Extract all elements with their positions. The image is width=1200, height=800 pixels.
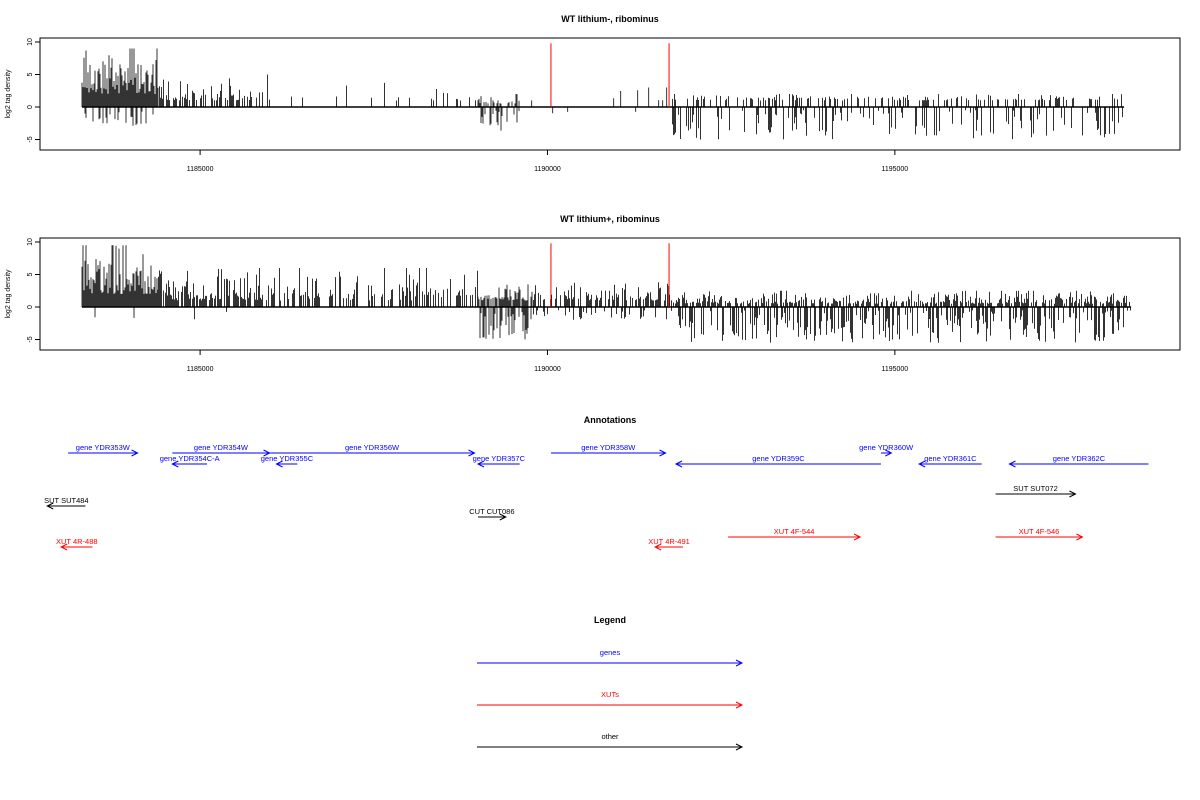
feature-label: gene YDR358W	[581, 443, 636, 452]
feature-gene: gene YDR355C	[261, 454, 314, 468]
feature-label: XUT 4F-544	[774, 527, 815, 536]
feature-arrow	[171, 460, 208, 468]
legend-item-other: other	[477, 732, 744, 751]
y-tick-label: -5	[27, 136, 34, 142]
feature-arrow	[1008, 460, 1149, 468]
feature-gene: gene YDR358W	[550, 443, 667, 457]
feature-label: XUT 4R-491	[648, 537, 690, 546]
feature-gene: gene YDR357C	[473, 454, 526, 468]
feature-arrow	[478, 513, 507, 521]
feature-gene: gene YDR353W	[68, 443, 139, 457]
feature-label: gene YDR362C	[1053, 454, 1106, 463]
x-tick-label: 1190000	[534, 366, 561, 373]
feature-arrow	[269, 449, 476, 457]
feature-label: XUT 4F-546	[1019, 527, 1060, 536]
y-tick-label: 5	[27, 272, 34, 276]
feature-label: SUT SUT484	[44, 496, 88, 505]
feature-gene: gene YDR360W	[859, 443, 914, 457]
panel-title: WT lithium+, ribominus	[560, 214, 660, 224]
legend-label: genes	[600, 648, 621, 657]
feature-other: SUT SUT484	[44, 496, 89, 510]
track-panel-1: WT lithium-, ribominus -5 0 5 10 log2 tag den…	[5, 14, 1181, 173]
feature-gene: gene YDR361C	[918, 454, 982, 468]
legend-arrow	[477, 701, 744, 709]
feature-other: SUT SUT072	[995, 484, 1077, 498]
x-tick-label: 1185000	[187, 166, 214, 173]
feature-arrow	[68, 449, 139, 457]
density-bars	[81, 48, 1123, 140]
feature-arrow	[60, 543, 93, 551]
feature-xut: XUT 4R-488	[56, 537, 98, 551]
feature-label: CUT CUT086	[469, 507, 514, 516]
feature-label: gene YDR360W	[859, 443, 914, 452]
feature-arrow	[880, 449, 893, 457]
legend-title: Legend	[594, 615, 626, 625]
plot-frame	[39, 237, 1181, 351]
feature-label: gene YDR354C-A	[160, 454, 220, 463]
legend-item-gene: genes	[477, 648, 744, 667]
feature-label: gene YDR357C	[473, 454, 526, 463]
y-tick-label: 0	[27, 105, 34, 109]
x-tick-label: 1195000	[881, 166, 908, 173]
y-axis-label: log2 tag density	[5, 69, 12, 119]
feature-arrow	[46, 502, 86, 510]
legend-label: other	[601, 732, 619, 741]
feature-xut: XUT 4R-491	[648, 537, 690, 551]
y-tick-label: 5	[27, 72, 34, 76]
feature-arrow	[476, 460, 520, 468]
feature-label: SUT SUT072	[1013, 484, 1057, 493]
feature-gene: gene YDR359C	[674, 454, 881, 468]
plot-frame	[39, 37, 1181, 151]
feature-arrow	[550, 449, 667, 457]
feature-arrow	[654, 543, 683, 551]
feature-label: XUT 4R-488	[56, 537, 98, 546]
legend-arrow	[477, 659, 744, 667]
feature-label: gene YDR359C	[752, 454, 805, 463]
annotations-title: Annotations	[584, 415, 637, 425]
feature-xut: XUT 4F-546	[995, 527, 1084, 541]
density-bar-set	[81, 245, 1131, 343]
legend: genes XUTs other	[477, 648, 744, 751]
feature-gene: gene YDR354C-A	[160, 454, 220, 468]
feature-arrow	[995, 533, 1084, 541]
feature-xut: XUT 4F-544	[728, 527, 862, 541]
legend-label: XUTs	[601, 690, 619, 699]
y-axis-label: log2 tag density	[5, 269, 12, 319]
x-tick-label: 1185000	[187, 366, 214, 373]
feature-arrow	[674, 460, 881, 468]
feature-arrow	[995, 490, 1077, 498]
y-tick-label: -5	[27, 336, 34, 342]
y-tick-label: 0	[27, 305, 34, 309]
feature-arrow	[275, 460, 298, 468]
feature-other: CUT CUT086	[469, 507, 515, 521]
feature-label: gene YDR353W	[76, 443, 131, 452]
feature-label: gene YDR356W	[345, 443, 400, 452]
track-panels: WT lithium-, ribominus -5 0 5 10 log2 tag den…	[5, 14, 1181, 373]
x-tick-label: 1195000	[881, 366, 908, 373]
feature-arrow	[918, 460, 982, 468]
legend-arrow	[477, 743, 744, 751]
feature-label: gene YDR361C	[924, 454, 977, 463]
feature-arrow	[728, 533, 862, 541]
feature-gene: gene YDR362C	[1008, 454, 1149, 468]
feature-label: gene YDR355C	[261, 454, 314, 463]
y-tick-label: 10	[27, 38, 34, 46]
density-bar-set	[81, 48, 1123, 140]
panel-title: WT lithium-, ribominus	[561, 14, 659, 24]
y-tick-label: 10	[27, 238, 34, 246]
x-tick-label: 1190000	[534, 166, 561, 173]
legend-item-xut: XUTs	[477, 690, 744, 709]
density-bars	[81, 245, 1131, 343]
track-panel-2: WT lithium+, ribominus -5 0 5 10 log2 tag den…	[5, 214, 1181, 373]
annotation-track: gene YDR353W gene YDR354W gene YDR354C-A ge…	[44, 443, 1149, 551]
feature-gene: gene YDR356W	[269, 443, 476, 457]
feature-label: gene YDR354W	[194, 443, 249, 452]
